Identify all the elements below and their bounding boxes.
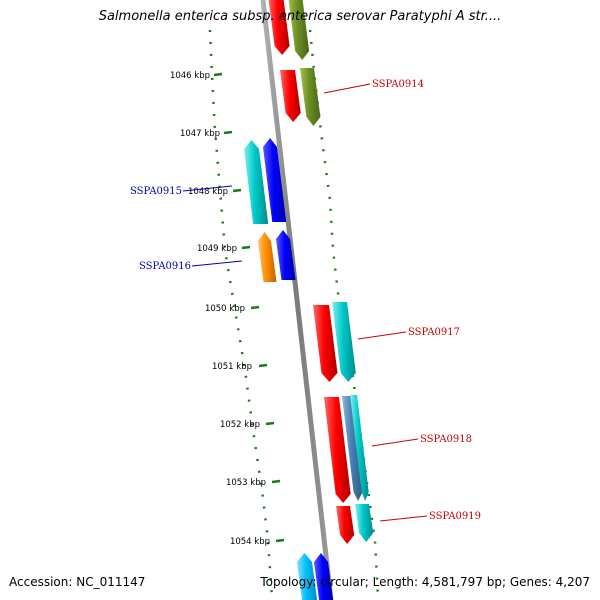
gene-reverse-arrow[interactable] <box>314 553 334 600</box>
outer-track-left <box>208 29 274 599</box>
tick-label: 1046 kbp <box>170 71 210 81</box>
label-leader-line <box>357 331 407 340</box>
gene-reverse-arrow[interactable] <box>258 232 277 282</box>
tick-mark <box>232 188 242 193</box>
gene-label-sspa0919[interactable]: SSPA0919 <box>429 511 481 522</box>
tick-mark <box>241 245 251 250</box>
label-leader-line <box>191 260 243 267</box>
gene-forward-arrow[interactable] <box>350 395 369 501</box>
organism-title: Salmonella enterica subsp. enterica sero… <box>98 9 502 24</box>
gene-label-sspa0916[interactable]: SSPA0916 <box>139 261 191 272</box>
label-leader-line <box>379 515 428 522</box>
gene-forward-arrow[interactable] <box>336 506 355 544</box>
accession-text: Accession: NC_011147 <box>9 575 146 589</box>
gene-label-sspa0914[interactable]: SSPA0914 <box>372 79 424 90</box>
scale-ticks: 1046 kbp 1047 kbp 1048 kbp 1049 kbp 1050 kbp… <box>170 71 285 547</box>
tick-mark <box>223 130 233 135</box>
gene-label-sspa0918[interactable]: SSPA0918 <box>420 434 472 445</box>
gene-label-sspa0915[interactable]: SSPA0915 <box>130 186 182 197</box>
gene-labels: SSPA0914 SSPA0915 SSPA0916 SSPA0917 SSPA0918… <box>130 79 481 522</box>
gene-forward-arrow[interactable] <box>332 302 356 382</box>
gene-label-sspa0917[interactable]: SSPA0917 <box>408 327 460 338</box>
gene-forward-arrow[interactable] <box>324 397 351 503</box>
tick-label: 1052 kbp <box>220 420 260 430</box>
gene-forward-arrow[interactable] <box>313 305 338 382</box>
tick-label: 1054 kbp <box>230 537 270 547</box>
tick-mark <box>265 421 275 426</box>
tick-label: 1051 kbp <box>212 362 252 372</box>
outer-track-right <box>308 29 380 599</box>
genome-summary-text: Topology: circular; Length: 4,581,797 bp… <box>260 575 590 589</box>
label-leader-line <box>182 185 233 192</box>
gene-forward-arrow[interactable] <box>300 68 321 126</box>
tick-mark <box>258 363 268 368</box>
gene-forward-arrow[interactable] <box>288 0 310 60</box>
tick-mark <box>213 72 223 77</box>
label-leader-line <box>323 83 371 94</box>
tick-mark <box>250 305 260 310</box>
gene-reverse-arrow[interactable] <box>276 230 296 280</box>
gene-forward-arrow[interactable] <box>342 396 363 501</box>
gene-features <box>244 0 374 600</box>
gene-reverse-arrow[interactable] <box>297 553 318 600</box>
tick-label: 1048 kbp <box>188 187 228 197</box>
gene-forward-arrow[interactable] <box>268 0 290 55</box>
gene-forward-arrow[interactable] <box>355 504 374 542</box>
gene-reverse-arrow[interactable] <box>263 138 287 222</box>
label-leader-line <box>371 438 419 447</box>
tick-label: 1049 kbp <box>197 244 237 254</box>
tick-label: 1053 kbp <box>226 478 266 488</box>
tick-mark <box>271 479 281 484</box>
genome-backbone <box>260 0 334 600</box>
gene-forward-arrow[interactable] <box>280 70 301 122</box>
gene-reverse-arrow[interactable] <box>244 140 269 224</box>
tick-label: 1047 kbp <box>180 129 220 139</box>
tick-label: 1050 kbp <box>205 304 245 314</box>
tick-mark <box>275 538 285 543</box>
